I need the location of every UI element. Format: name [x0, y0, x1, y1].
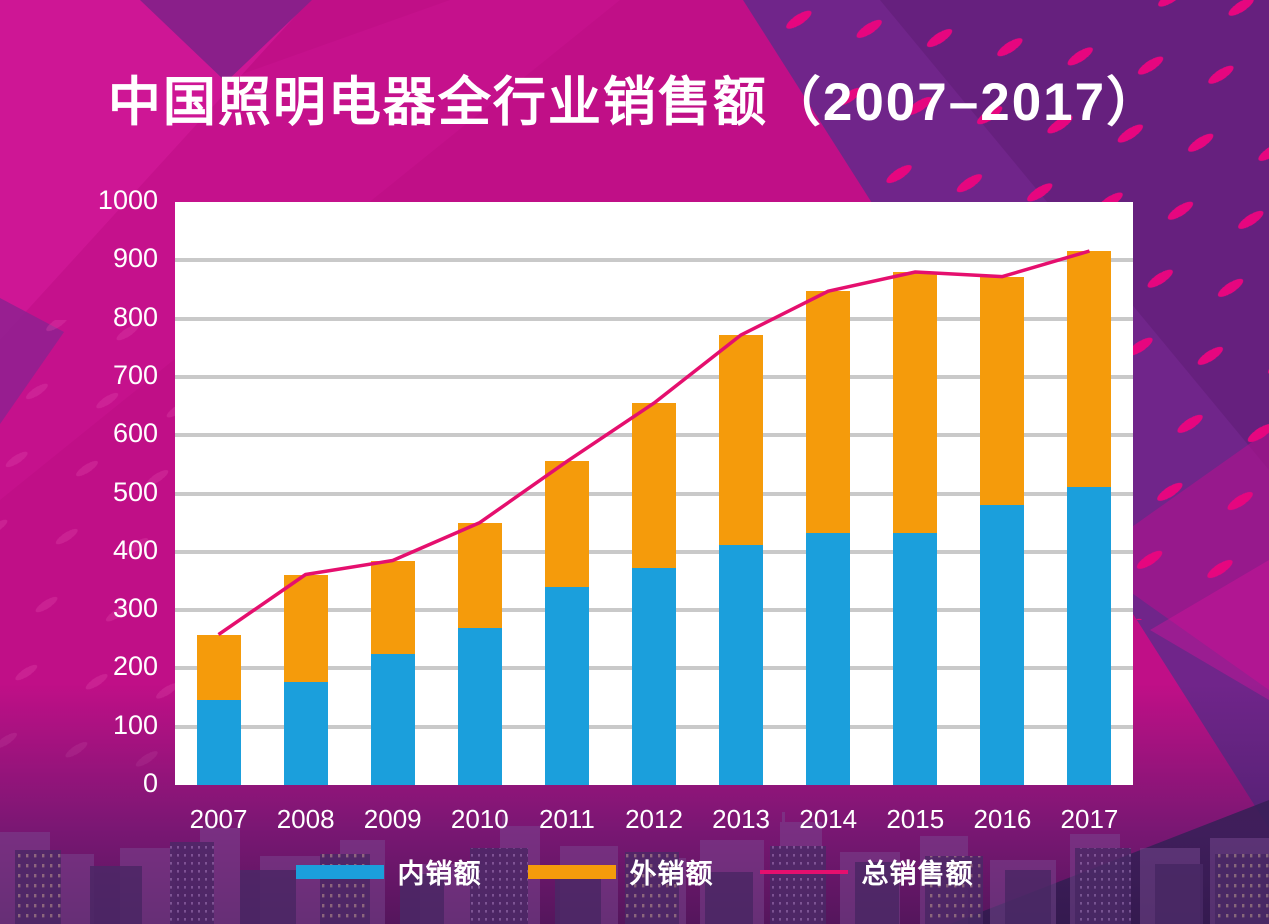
- legend-label: 外销额: [629, 859, 714, 889]
- legend-label: 总销售额: [861, 859, 974, 889]
- y-axis-label: 400: [112, 534, 158, 565]
- y-axis-label: 700: [112, 359, 158, 390]
- bar-2016-外销额: [980, 276, 1025, 505]
- y-axis-label: 200: [112, 651, 158, 682]
- legend-swatch-总销售额: [759, 869, 848, 874]
- bar-2013-内销额: [719, 544, 764, 785]
- plot-area: [175, 202, 1133, 785]
- x-axis-label: 2009: [363, 804, 422, 834]
- bar-2009-内销额: [370, 654, 415, 785]
- x-axis-label: 2014: [799, 804, 858, 834]
- y-axis-label: 600: [112, 418, 158, 449]
- x-axis-label: 2013: [712, 804, 770, 834]
- legend-label: 内销额: [397, 859, 482, 889]
- total-sales-line: [217, 249, 1090, 637]
- bar-2008-内销额: [283, 681, 328, 785]
- bar-2015-内销额: [893, 533, 938, 785]
- legend-swatch-内销额: [295, 864, 384, 879]
- x-axis-label: 2008: [276, 804, 335, 834]
- bar-2010-内销额: [457, 627, 502, 785]
- legend-item-外销额: 外销额: [527, 852, 714, 891]
- bar-2017-内销额: [1067, 487, 1112, 785]
- x-axis-label: 2015: [886, 804, 945, 834]
- y-axis-label: 300: [112, 593, 158, 624]
- x-axis-label: 2017: [1060, 804, 1119, 834]
- bar-2014-外销额: [806, 291, 851, 534]
- bar-2008-外销额: [283, 574, 328, 682]
- legend-item-内销额: 内销额: [295, 852, 482, 891]
- gridline-700: [175, 374, 1133, 379]
- y-axis-label: 900: [112, 243, 158, 274]
- bar-2011-外销额: [544, 461, 589, 587]
- bar-2007-内销额: [196, 700, 241, 785]
- bar-2015-外销额: [893, 271, 938, 534]
- legend-item-总销售额: 总销售额: [759, 852, 974, 891]
- x-axis-label: 2011: [538, 804, 595, 834]
- x-axis-label: 2016: [973, 804, 1032, 834]
- bar-2017-外销额: [1067, 250, 1112, 488]
- bar-2012-内销额: [632, 568, 676, 785]
- bar-2014-内销额: [806, 533, 851, 785]
- bar-2009-外销额: [370, 560, 415, 655]
- x-axis-label: 2012: [625, 804, 683, 834]
- y-axis-label: 0: [142, 768, 158, 798]
- bar-2011-内销额: [544, 586, 589, 785]
- y-axis-label: 500: [112, 476, 158, 507]
- bar-2010-外销额: [457, 522, 502, 628]
- chart-legend: 内销额 外销额 总销售额: [0, 852, 1269, 891]
- y-axis-label: 100: [112, 709, 158, 740]
- x-axis-label: 2010: [450, 804, 509, 834]
- legend-swatch-外销额: [527, 864, 616, 879]
- bar-2007-外销额: [196, 634, 241, 701]
- gridline-900: [175, 258, 1133, 263]
- gridline-800: [175, 316, 1133, 321]
- bar-2012-外销额: [632, 403, 676, 569]
- bar-2016-内销额: [980, 504, 1025, 785]
- chart-title: 中国照明电器全行业销售额（2007–2017）: [107, 73, 1162, 132]
- y-axis-label: 800: [112, 301, 158, 332]
- bar-2013-外销额: [719, 334, 764, 545]
- y-axis-label: 1000: [97, 185, 158, 215]
- x-axis-label: 2007: [189, 804, 248, 834]
